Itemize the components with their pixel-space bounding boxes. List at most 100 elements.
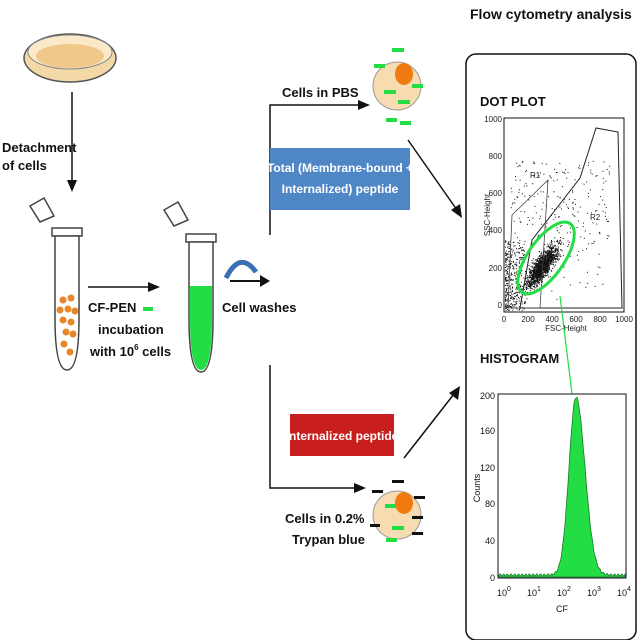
scatter-dot xyxy=(505,291,507,293)
scatter-dot xyxy=(538,269,540,271)
scatter-dot xyxy=(516,248,517,250)
scatter-dot xyxy=(551,252,553,254)
scatter-dot xyxy=(533,270,535,272)
scatter-dot xyxy=(507,273,508,275)
scatter-dot xyxy=(544,259,546,261)
scatter-dot xyxy=(557,258,558,260)
dot-plot-chart: R1 R2 0 200 400 600 800 1000 0 200 400 6… xyxy=(483,115,633,333)
scatter-dot xyxy=(577,211,579,213)
scatter-dot xyxy=(549,258,551,260)
scatter-dot xyxy=(510,290,512,292)
scatter-dot xyxy=(567,240,569,242)
scatter-dot xyxy=(533,267,535,269)
scatter-dot xyxy=(527,217,529,218)
scatter-dot xyxy=(559,255,561,257)
scatter-dot xyxy=(537,264,539,266)
scatter-dot xyxy=(552,245,554,247)
scatter-dot xyxy=(539,265,540,266)
scatter-dot xyxy=(540,263,542,265)
scatter-dot xyxy=(510,288,512,290)
scatter-dot xyxy=(577,220,579,222)
arrow-incubation xyxy=(88,282,160,292)
scatter-dot xyxy=(531,288,533,290)
scatter-dot xyxy=(542,261,544,263)
scatter-dot xyxy=(576,226,578,228)
scatter-dot xyxy=(510,278,512,280)
scatter-dot xyxy=(552,264,554,266)
scatter-dot xyxy=(547,274,549,276)
hist-x-tick-0: 100 xyxy=(497,586,511,598)
scatter-dot xyxy=(519,306,520,308)
scatter-dot xyxy=(552,267,554,269)
scatter-dot xyxy=(579,206,581,208)
scatter-dot xyxy=(553,180,555,182)
scatter-dot xyxy=(557,260,559,262)
scatter-dot xyxy=(545,226,547,228)
scatter-dot xyxy=(546,263,548,264)
hist-y-tick-0: 0 xyxy=(490,573,495,583)
scatter-dot xyxy=(540,172,541,174)
scatter-dot xyxy=(540,255,542,256)
scatter-dot xyxy=(563,171,565,173)
scatter-dot xyxy=(536,274,538,276)
scatter-dot xyxy=(557,243,559,245)
scatter-dot xyxy=(544,255,546,257)
scatter-dot xyxy=(556,256,558,257)
scatter-dot xyxy=(577,167,579,169)
scatter-dot xyxy=(531,284,533,286)
scatter-dot xyxy=(538,281,540,283)
scatter-dot xyxy=(508,276,509,278)
scatter-dot xyxy=(524,211,526,213)
scatter-dot xyxy=(505,258,507,260)
scatter-dot xyxy=(519,179,521,181)
scatter-dot xyxy=(515,303,517,305)
scatter-dot xyxy=(522,306,524,308)
scatter-dot xyxy=(525,280,527,282)
scatter-dot xyxy=(546,254,548,256)
scatter-dot xyxy=(519,242,521,244)
scatter-dot xyxy=(549,259,550,261)
scatter-dot xyxy=(603,161,605,163)
scatter-dot xyxy=(507,298,509,300)
scatter-dot xyxy=(535,266,537,268)
scatter-dot xyxy=(533,269,535,271)
histogram-y-ticks: 0 40 80 120 160 200 xyxy=(480,391,495,583)
scatter-dot xyxy=(544,261,546,262)
scatter-dot xyxy=(528,282,530,284)
scatter-dot xyxy=(514,253,516,255)
scatter-dot xyxy=(522,257,524,259)
scatter-dot xyxy=(602,199,604,201)
scatter-dot xyxy=(607,220,608,222)
scatter-dot xyxy=(540,251,542,253)
scatter-dot xyxy=(569,284,571,286)
scatter-dot xyxy=(518,291,520,293)
scatter-dot xyxy=(534,259,536,261)
scatter-dot xyxy=(555,250,556,252)
scatter-dot xyxy=(602,177,604,179)
arrow-dish-to-tube xyxy=(67,92,77,192)
scatter-dot xyxy=(538,234,540,236)
scatter-dot xyxy=(518,189,520,191)
scatter-dot xyxy=(553,260,554,262)
scatter-dot xyxy=(518,296,519,298)
scatter-dot xyxy=(533,275,535,277)
scatter-dot xyxy=(525,171,527,173)
scatter-dot xyxy=(539,256,541,258)
scatter-dot xyxy=(543,267,545,269)
scatter-dot xyxy=(509,306,511,308)
scatter-dot xyxy=(515,278,517,280)
scatter-dot xyxy=(603,182,605,184)
scatter-dot xyxy=(545,254,547,256)
scatter-dot xyxy=(519,308,520,310)
scatter-dot xyxy=(524,302,525,304)
scatter-dot xyxy=(553,255,555,257)
scatter-dot xyxy=(543,264,545,266)
scatter-dot xyxy=(531,287,533,289)
scatter-dot xyxy=(513,301,515,302)
scatter-dot xyxy=(516,196,518,198)
scatter-dot xyxy=(563,201,565,203)
scatter-dot xyxy=(536,263,538,264)
scatter-dot xyxy=(556,179,558,181)
scatter-dot xyxy=(558,250,559,252)
scatter-dot xyxy=(529,272,531,274)
